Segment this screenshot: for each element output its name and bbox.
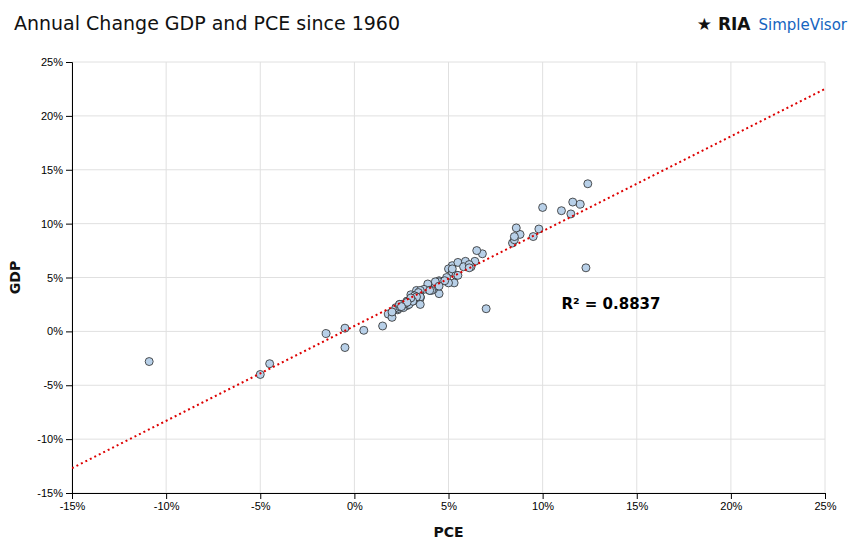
grid-line xyxy=(72,169,825,170)
x-tick-mark xyxy=(354,493,355,499)
x-tick-label: 25% xyxy=(814,500,836,512)
x-tick: 20% xyxy=(720,493,742,512)
y-tick: 5% xyxy=(47,272,72,284)
y-tick-label: -10% xyxy=(37,433,63,445)
y-axis-title: GDP xyxy=(7,261,23,294)
y-tick: 20% xyxy=(41,110,72,122)
grid-line xyxy=(72,62,825,63)
x-tick-label: -15% xyxy=(60,500,86,512)
x-tick-mark xyxy=(166,493,167,499)
y-tick: 15% xyxy=(41,164,72,176)
grid-line xyxy=(72,439,825,440)
y-tick: 25% xyxy=(41,56,72,68)
y-tick-mark xyxy=(66,331,72,332)
x-tick: 10% xyxy=(532,493,554,512)
y-tick-label: 5% xyxy=(47,272,63,284)
x-tick: 5% xyxy=(441,493,457,512)
scatter-point xyxy=(416,300,424,308)
x-tick-mark xyxy=(260,493,261,499)
y-axis: -15% -10% -5% 0% 5% 10% 15% 20% 25% xyxy=(37,56,72,499)
x-tick-label: 0% xyxy=(347,500,363,512)
x-tick-label: 5% xyxy=(441,500,457,512)
x-tick-label: -10% xyxy=(154,500,180,512)
y-tick-label: -5% xyxy=(43,379,63,391)
scatter-point xyxy=(341,344,349,352)
x-tick-label: 10% xyxy=(532,500,554,512)
scatter-point xyxy=(512,224,520,232)
y-tick: -15% xyxy=(37,487,72,499)
y-tick-mark xyxy=(66,385,72,386)
scatter-point xyxy=(388,308,396,316)
marks xyxy=(72,89,825,468)
x-tick-mark xyxy=(637,493,638,499)
grid-line xyxy=(72,385,825,386)
y-tick: -10% xyxy=(37,433,72,445)
x-tick: -5% xyxy=(251,493,271,512)
x-axis-title: PCE xyxy=(433,524,463,540)
x-tick: -15% xyxy=(60,493,86,512)
y-tick-mark xyxy=(66,224,72,225)
x-tick-mark xyxy=(449,493,450,499)
y-tick-label: 15% xyxy=(41,164,63,176)
x-tick-mark xyxy=(731,493,732,499)
grid-line xyxy=(72,115,825,116)
y-tick: 0% xyxy=(47,325,72,337)
scatter-point xyxy=(539,203,547,211)
scatter-point xyxy=(557,207,565,215)
chart: Annual Change GDP and PCE since 1960 Simp… xyxy=(0,0,861,549)
x-tick: 15% xyxy=(626,493,648,512)
scatter-point xyxy=(582,264,590,272)
y-tick: -5% xyxy=(43,379,72,391)
scatter-point xyxy=(569,198,577,206)
scatter-point xyxy=(584,180,592,188)
fit-line xyxy=(72,89,825,468)
scatter-point xyxy=(360,326,368,334)
y-tick-mark xyxy=(66,278,72,279)
y-tick-label: 25% xyxy=(41,56,63,68)
grid xyxy=(72,62,825,493)
x-tick: 0% xyxy=(347,493,363,512)
grid-line xyxy=(72,331,825,332)
y-tick: 10% xyxy=(41,218,72,230)
scatter-point xyxy=(266,360,274,368)
scatter-point xyxy=(510,233,518,241)
scatter-point xyxy=(379,322,387,330)
y-tick-mark xyxy=(66,439,72,440)
scatter-series xyxy=(145,180,592,379)
y-tick-mark xyxy=(66,62,72,63)
x-tick-label: 15% xyxy=(626,500,648,512)
y-tick-mark xyxy=(66,170,72,171)
scatter-point xyxy=(145,358,153,366)
plot-area: -15% -10% -5% 0% 5% 10% 15% 20% 25% -15% -10% -5% 0%… xyxy=(7,56,837,540)
scatter-point xyxy=(576,200,584,208)
scatter-point xyxy=(322,330,330,338)
y-tick-label: 20% xyxy=(41,110,63,122)
x-tick: -10% xyxy=(154,493,180,512)
scatter-point xyxy=(473,247,481,255)
scatter-point xyxy=(448,265,456,273)
brand-text: SimpleVisor xyxy=(759,16,848,34)
grid-line xyxy=(72,223,825,224)
x-axis-line xyxy=(73,494,826,500)
x-tick: 25% xyxy=(814,493,836,512)
x-tick-label: -5% xyxy=(251,500,271,512)
scatter-point xyxy=(567,210,575,218)
title: Annual Change GDP and PCE since 1960 xyxy=(14,12,400,34)
y-tick-label: 0% xyxy=(47,325,63,337)
y-tick-label: 10% xyxy=(41,218,63,230)
y-tick-mark xyxy=(66,116,72,117)
x-axis: -15% -10% -5% 0% 5% 10% 15% 20% 25% xyxy=(60,493,837,512)
y-axis-line xyxy=(66,63,73,494)
x-tick-label: 20% xyxy=(720,500,742,512)
y-tick-label: -15% xyxy=(37,487,63,499)
brand-text: ★ RIA xyxy=(697,14,752,34)
x-tick-mark xyxy=(825,493,826,499)
scatter-point xyxy=(482,305,490,313)
annotation: R² = 0.8837 xyxy=(561,295,660,313)
x-tick-mark xyxy=(543,493,544,499)
y-tick-mark xyxy=(66,493,72,494)
